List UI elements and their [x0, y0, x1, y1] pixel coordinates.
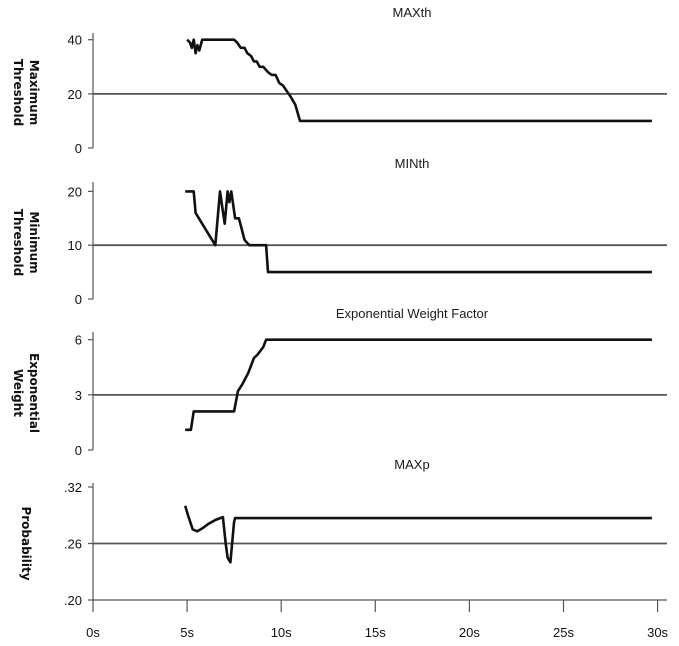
- y-tick-label: .20: [64, 593, 82, 608]
- y-axis-label-1: MaximumThreshold: [11, 59, 41, 126]
- y-axis-label-line: Maximum: [27, 60, 41, 125]
- y-axis-label-line: Threshold: [11, 59, 25, 126]
- panel-title-1: MAXth: [392, 5, 431, 20]
- y-axis-label-line: Weight: [11, 369, 25, 417]
- y-tick-label: 20: [68, 87, 82, 102]
- y-tick-label: 0: [75, 292, 82, 307]
- panel-title-3: Exponential Weight Factor: [336, 306, 489, 321]
- y-axis-label-2: MinimumThreshold: [11, 209, 41, 276]
- x-tick-label: 25s: [553, 625, 574, 640]
- y-axis-label-line: Minimum: [27, 211, 41, 273]
- x-tick-label: 15s: [365, 625, 386, 640]
- x-tick-label: 10s: [271, 625, 292, 640]
- y-tick-label: 3: [75, 388, 82, 403]
- y-tick-label: 40: [68, 33, 82, 48]
- y-axis-label-line: Exponential: [27, 353, 41, 433]
- y-tick-label: 0: [75, 141, 82, 156]
- y-tick-label: 0: [75, 443, 82, 458]
- panel-title-2: MINth: [395, 156, 430, 171]
- y-axis-label-4: Probability: [19, 506, 33, 580]
- x-tick-label: 5s: [180, 625, 194, 640]
- series-line-4: [183, 505, 652, 564]
- x-tick-label: 0s: [86, 625, 100, 640]
- x-tick-label: 30s: [647, 625, 668, 640]
- y-axis-label-line: Threshold: [11, 209, 25, 276]
- panel-title-4: MAXp: [394, 457, 429, 472]
- series-line-3: [185, 338, 652, 432]
- y-tick-label: .26: [64, 537, 82, 552]
- y-tick-label: 20: [68, 184, 82, 199]
- series-line-1: [186, 38, 652, 123]
- x-tick-label: 20s: [459, 625, 480, 640]
- y-axis-label-line: Probability: [19, 506, 33, 580]
- y-tick-label: 10: [68, 238, 82, 253]
- y-axis-label-3: ExponentialWeight: [11, 353, 41, 433]
- series-line-2: [185, 190, 652, 274]
- y-tick-label: .32: [64, 480, 82, 495]
- y-tick-label: 6: [75, 333, 82, 348]
